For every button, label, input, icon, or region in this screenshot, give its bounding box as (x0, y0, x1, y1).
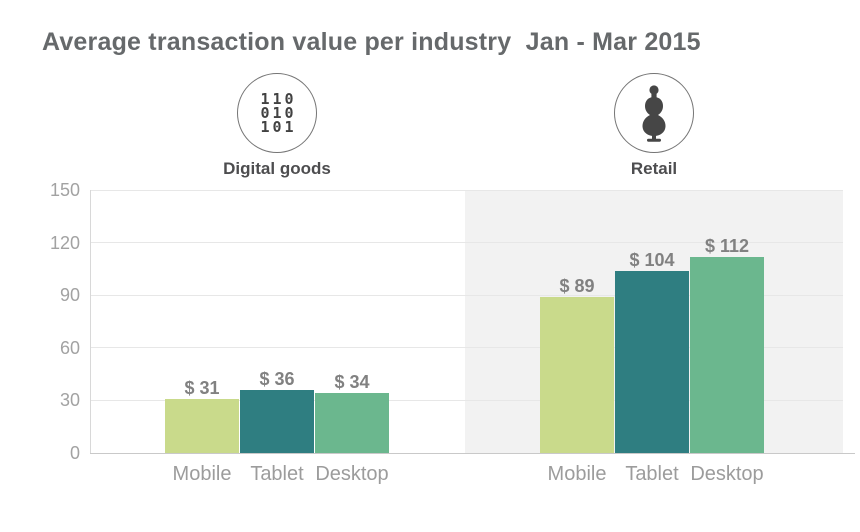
mannequin-glyph (642, 84, 666, 142)
x-axis-category-label: Mobile (172, 463, 232, 485)
binary-code-glyph: 110 010 101 (257, 90, 297, 136)
y-axis-line (90, 190, 91, 453)
binary-line: 101 (260, 118, 297, 136)
retail-label: Retail (630, 159, 678, 178)
bar-value-label: $ 34 (334, 372, 370, 392)
mobile-bar (165, 399, 239, 453)
binary-line: 110 (260, 90, 297, 108)
x-axis-category-label: Tablet (250, 463, 304, 485)
gridline (90, 399, 843, 401)
bar-value-label: $ 104 (629, 250, 675, 270)
gridline (90, 242, 843, 244)
bar-value-label: $ 89 (559, 276, 595, 296)
gridline (90, 347, 843, 349)
x-axis-line (90, 453, 855, 454)
y-axis-tick-label: 30 (59, 390, 80, 411)
chart-title: Average transaction value per industry J… (42, 28, 701, 56)
y-axis-tick-label: 60 (59, 337, 80, 358)
y-axis-tick-label: 150 (49, 180, 80, 200)
x-axis-category-label: Mobile (547, 463, 607, 485)
y-axis-tick-label: 0 (69, 443, 80, 463)
bar-value-label: $ 36 (259, 369, 295, 389)
y-axis-tick-label: 120 (49, 232, 80, 253)
gridline (90, 189, 843, 191)
binary-line: 010 (260, 104, 297, 122)
tablet-bar (615, 271, 689, 453)
binary-code-icon: 110 010 101 (237, 73, 317, 153)
gridline (90, 294, 843, 296)
bar-value-label: $ 112 (704, 236, 750, 256)
bar-value-label: $ 31 (184, 378, 220, 398)
x-axis-category-label: Desktop (315, 463, 389, 485)
y-axis-tick-label: 90 (59, 285, 80, 306)
mobile-bar (540, 297, 614, 453)
tablet-bar (240, 390, 314, 453)
desktop-bar (690, 257, 764, 453)
digital-goods-header: 110 010 101 Digital goods (197, 73, 357, 179)
x-axis-category-label: Desktop (690, 463, 764, 485)
digital-goods-label: Digital goods (223, 159, 331, 178)
x-axis-category-label: Tablet (625, 463, 679, 485)
desktop-bar (315, 393, 389, 453)
retail-header: Retail (574, 73, 734, 179)
mannequin-icon (614, 73, 694, 153)
